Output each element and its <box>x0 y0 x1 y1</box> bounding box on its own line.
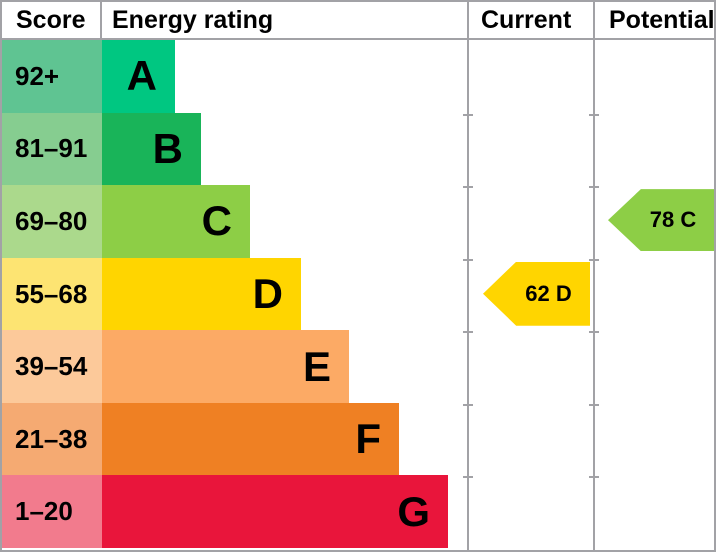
row-boundary-tick <box>589 476 599 479</box>
band-rows: 92+ A 81–91 B 69–80 C 55–68 D 39–54 E 21… <box>2 40 714 549</box>
row-boundary-tick <box>463 258 473 261</box>
row-boundary-tick <box>589 113 599 116</box>
band-c-bar: C <box>102 185 250 258</box>
band-b-bar: B <box>102 112 201 186</box>
current-rating-value: 62 D <box>525 280 572 306</box>
band-row-g: 1–20 G <box>2 475 714 549</box>
row-boundary-tick <box>463 186 473 189</box>
potential-column-divider <box>593 2 595 550</box>
potential-rating-value: 78 C <box>649 207 697 233</box>
row-boundary-tick <box>589 331 599 334</box>
row-boundary-tick <box>463 476 473 479</box>
header-potential: Potential <box>609 5 715 34</box>
band-row-a: 92+ A <box>2 40 714 113</box>
row-boundary-tick <box>463 331 473 334</box>
header-score: Score <box>2 2 102 38</box>
band-a-bar: A <box>102 40 175 113</box>
row-boundary-tick <box>463 403 473 406</box>
band-row-d: 55–68 D <box>2 257 714 331</box>
band-d-score-range: 55–68 <box>2 257 102 331</box>
band-row-b: 81–91 B <box>2 112 714 186</box>
band-row-f: 21–38 F <box>2 402 714 476</box>
band-e-score-range: 39–54 <box>2 330 102 403</box>
header-energy-rating: Energy rating <box>112 5 274 34</box>
header-current: Current <box>481 5 572 34</box>
current-column-divider <box>467 2 469 550</box>
chart-header: Score Energy rating Current Potential <box>2 2 715 40</box>
band-d-bar: D <box>102 257 301 331</box>
row-boundary-tick <box>589 186 599 189</box>
band-row-e: 39–54 E <box>2 330 714 403</box>
band-f-score-range: 21–38 <box>2 402 102 476</box>
row-boundary-tick <box>589 258 599 261</box>
band-b-score-range: 81–91 <box>2 112 102 186</box>
band-c-score-range: 69–80 <box>2 185 102 258</box>
band-f-bar: F <box>102 402 399 476</box>
band-e-bar: E <box>102 330 349 403</box>
row-boundary-tick <box>463 113 473 116</box>
row-boundary-tick <box>589 403 599 406</box>
band-row-c: 69–80 C <box>2 185 714 258</box>
band-a-score-range: 92+ <box>2 40 102 113</box>
band-g-bar: G <box>102 475 448 549</box>
band-g-score-range: 1–20 <box>2 475 102 549</box>
